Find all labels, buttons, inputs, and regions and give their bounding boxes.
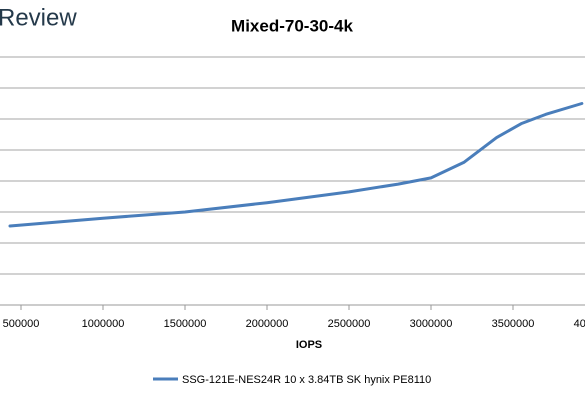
x-tick-label: 3500000	[492, 318, 535, 330]
data-line	[8, 102, 584, 228]
brand: Review	[0, 4, 77, 31]
chart-title: Mixed-70-30-4k	[231, 16, 353, 35]
x-tick-label: 1500000	[164, 318, 207, 330]
x-tick-label: 4000000	[574, 318, 585, 330]
x-tick-label: 3000000	[410, 318, 453, 330]
x-tick-label: 1000000	[82, 318, 125, 330]
x-tick-label: 500000	[3, 318, 40, 330]
x-tick-label: 2000000	[246, 318, 289, 330]
x-axis-label: IOPS	[296, 339, 322, 351]
legend-label: SSG-121E-NES24R 10 x 3.84TB SK hynix PE8…	[182, 374, 431, 386]
x-tick-label: 2500000	[328, 318, 371, 330]
